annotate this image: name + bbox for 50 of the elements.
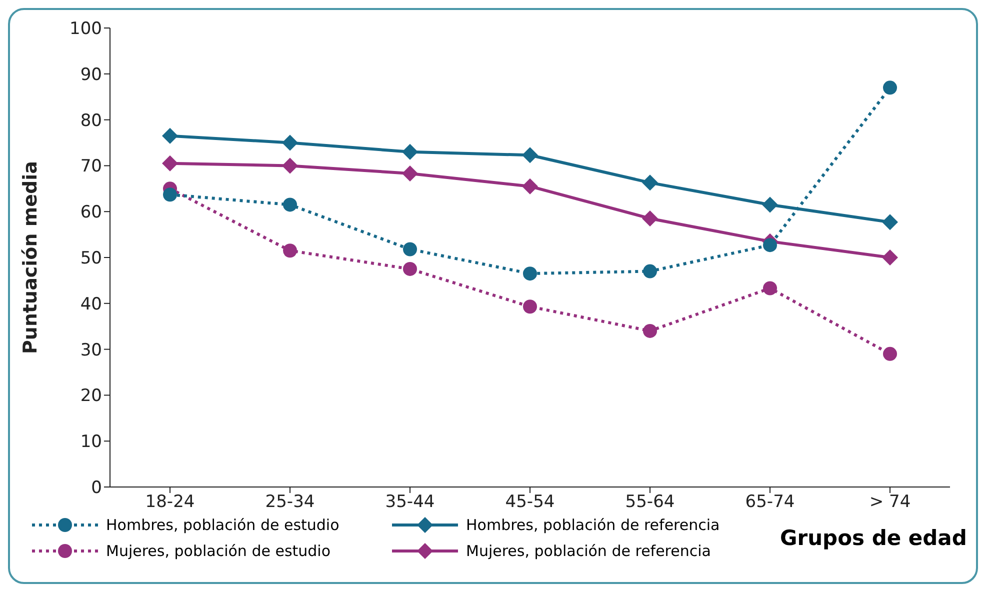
- x-axis-title: Grupos de edad: [780, 526, 967, 550]
- point: [162, 128, 178, 144]
- point: [162, 155, 178, 172]
- point: [883, 80, 897, 95]
- legend-label: Hombres, población de estudio: [106, 516, 340, 534]
- x-tick-label: 65-74: [745, 492, 795, 512]
- x-tick-label: 25-34: [265, 492, 315, 512]
- y-tick-label: 30: [80, 340, 102, 360]
- point: [282, 134, 298, 151]
- y-tick-label: 0: [91, 478, 102, 498]
- x-tick-label: 35-44: [385, 492, 435, 512]
- point: [523, 300, 537, 314]
- y-tick-label: 80: [80, 110, 102, 131]
- x-tick-label: 55-64: [625, 492, 675, 512]
- legend-label: Mujeres, población de estudio: [106, 542, 331, 560]
- legend-label: Mujeres, población de referencia: [466, 542, 711, 560]
- point: [403, 262, 417, 276]
- point: [402, 144, 418, 160]
- point: [643, 324, 657, 338]
- point: [883, 346, 897, 361]
- y-tick-label: 40: [80, 294, 102, 314]
- point: [163, 188, 177, 202]
- point: [642, 210, 658, 226]
- point: [283, 244, 297, 258]
- y-tick-label: 70: [80, 156, 102, 177]
- y-tick-label: 50: [80, 248, 102, 269]
- point: [642, 174, 658, 191]
- x-tick-label: 18-24: [145, 492, 195, 512]
- point: [523, 266, 537, 281]
- point: [763, 281, 777, 296]
- x-tick-label: 45-54: [505, 492, 555, 512]
- legend-label: Hombres, población de referencia: [466, 516, 720, 534]
- point: [522, 178, 538, 194]
- y-tick-label: 10: [80, 432, 102, 452]
- x-tick-label: > 74: [869, 492, 911, 512]
- y-tick-label: 90: [80, 64, 102, 85]
- point: [283, 198, 297, 212]
- point: [882, 250, 898, 266]
- point: [643, 264, 657, 278]
- point: [403, 242, 417, 256]
- point: [522, 147, 538, 164]
- point: [763, 238, 777, 252]
- point: [282, 158, 298, 174]
- y-tick-label: 100: [70, 19, 102, 40]
- y-tick-label: 20: [80, 386, 102, 406]
- point: [882, 214, 898, 230]
- y-axis-title: Puntuación media: [20, 161, 42, 354]
- point: [402, 166, 418, 182]
- point: [762, 196, 778, 213]
- y-tick-label: 60: [80, 202, 102, 223]
